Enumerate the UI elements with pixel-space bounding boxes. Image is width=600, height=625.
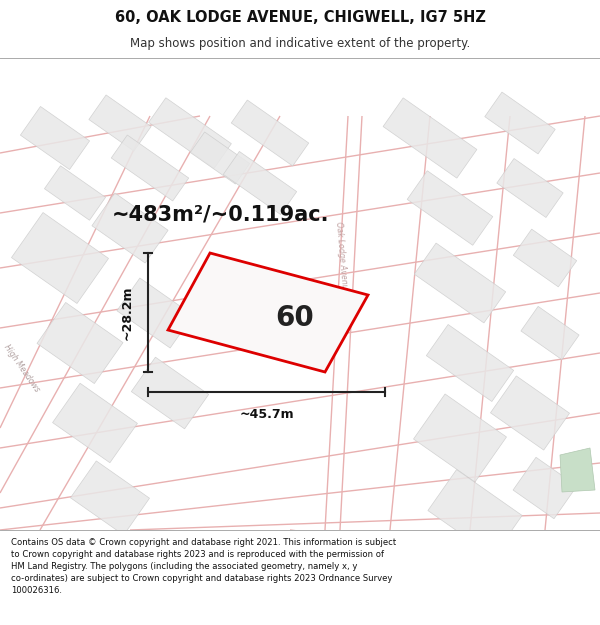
- Text: ~28.2m: ~28.2m: [121, 285, 134, 340]
- Polygon shape: [53, 383, 137, 462]
- Text: 60, OAK LODGE AVENUE, CHIGWELL, IG7 5HZ: 60, OAK LODGE AVENUE, CHIGWELL, IG7 5HZ: [115, 10, 485, 25]
- Polygon shape: [117, 278, 193, 348]
- Polygon shape: [513, 229, 577, 287]
- Text: Contains OS data © Crown copyright and database right 2021. This information is : Contains OS data © Crown copyright and d…: [11, 538, 396, 595]
- Polygon shape: [490, 376, 569, 450]
- Text: High Meadows: High Meadows: [2, 342, 41, 393]
- Polygon shape: [44, 166, 106, 220]
- Polygon shape: [111, 135, 189, 201]
- Polygon shape: [497, 159, 563, 218]
- Polygon shape: [20, 106, 89, 169]
- Polygon shape: [190, 132, 250, 184]
- Polygon shape: [168, 253, 368, 372]
- Polygon shape: [149, 98, 232, 168]
- Polygon shape: [521, 306, 579, 359]
- Polygon shape: [428, 469, 522, 556]
- Polygon shape: [383, 98, 477, 178]
- Text: Map shows position and indicative extent of the property.: Map shows position and indicative extent…: [130, 37, 470, 50]
- Polygon shape: [131, 357, 209, 429]
- Polygon shape: [513, 458, 577, 519]
- Polygon shape: [37, 302, 123, 384]
- Text: 60: 60: [275, 304, 314, 332]
- Polygon shape: [413, 394, 506, 482]
- Text: ~483m²/~0.119ac.: ~483m²/~0.119ac.: [111, 205, 329, 225]
- Polygon shape: [485, 92, 555, 154]
- Polygon shape: [414, 243, 506, 323]
- Polygon shape: [11, 213, 109, 304]
- Polygon shape: [89, 95, 151, 151]
- Text: Oak Lodge Avenue: Oak Lodge Avenue: [334, 222, 350, 294]
- Text: ~45.7m: ~45.7m: [239, 408, 294, 421]
- Polygon shape: [231, 100, 309, 166]
- Polygon shape: [407, 171, 493, 245]
- Polygon shape: [92, 193, 168, 263]
- Polygon shape: [70, 461, 149, 535]
- Polygon shape: [223, 151, 297, 214]
- Polygon shape: [427, 324, 514, 401]
- Polygon shape: [560, 448, 595, 492]
